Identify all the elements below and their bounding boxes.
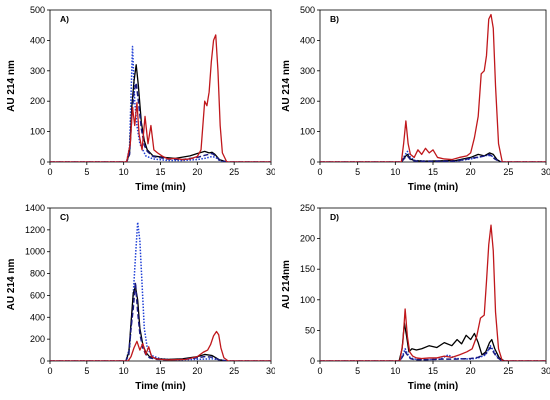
y-tick-label: 200 bbox=[300, 96, 315, 106]
series-group bbox=[50, 34, 271, 162]
x-tick-label: 10 bbox=[390, 167, 400, 177]
x-tick-label: 10 bbox=[119, 366, 129, 376]
x-tick-label: 15 bbox=[155, 366, 165, 376]
series-line-solid-3 bbox=[50, 34, 271, 162]
series-line-dotted-0 bbox=[50, 45, 271, 162]
series-line-solid-1 bbox=[320, 322, 546, 361]
x-tick-label: 20 bbox=[466, 167, 476, 177]
x-tick-label: 15 bbox=[428, 167, 438, 177]
panel-label: B) bbox=[330, 14, 339, 24]
y-tick-label: 100 bbox=[300, 295, 315, 305]
x-tick-label: 25 bbox=[229, 366, 239, 376]
plot-frame bbox=[49, 9, 272, 163]
y-tick-label: 400 bbox=[300, 35, 315, 45]
x-tick-label: 5 bbox=[355, 366, 360, 376]
x-tick-label: 5 bbox=[355, 167, 360, 177]
x-tick-label: 5 bbox=[84, 366, 89, 376]
x-tick-label: 20 bbox=[192, 167, 202, 177]
x-tick-label: 5 bbox=[84, 167, 89, 177]
panel-label: A) bbox=[60, 14, 69, 24]
x-tick-label: 30 bbox=[266, 366, 275, 376]
series-line-dashed-2 bbox=[320, 346, 546, 361]
y-axis-label: AU 214 nm bbox=[6, 60, 17, 112]
x-tick-label: 15 bbox=[155, 167, 165, 177]
y-tick-label: 800 bbox=[30, 269, 45, 279]
y-tick-label: 500 bbox=[300, 5, 315, 15]
y-tick-label: 300 bbox=[300, 66, 315, 76]
x-tick-label: 25 bbox=[503, 366, 513, 376]
x-tick-label: 25 bbox=[229, 167, 239, 177]
series-line-dotted-0 bbox=[50, 221, 271, 361]
y-tick-label: 200 bbox=[30, 96, 45, 106]
x-tick-label: 0 bbox=[317, 167, 322, 177]
y-tick-label: 600 bbox=[30, 290, 45, 300]
plot-frame bbox=[319, 207, 547, 362]
y-tick-label: 0 bbox=[310, 356, 315, 366]
x-tick-label: 10 bbox=[390, 366, 400, 376]
x-axis-label: Time (min) bbox=[408, 381, 458, 392]
y-tick-label: 150 bbox=[300, 264, 315, 274]
series-line-solid-3 bbox=[50, 330, 271, 361]
y-tick-label: 100 bbox=[300, 127, 315, 137]
plot-frame bbox=[319, 9, 547, 163]
x-tick-label: 20 bbox=[192, 366, 202, 376]
panel-label: D) bbox=[330, 212, 339, 222]
y-tick-label: 300 bbox=[30, 66, 45, 76]
y-tick-label: 400 bbox=[30, 35, 45, 45]
y-tick-label: 1000 bbox=[25, 247, 45, 257]
series-line-solid-1 bbox=[50, 64, 271, 162]
y-tick-label: 200 bbox=[300, 234, 315, 244]
x-tick-label: 30 bbox=[541, 167, 550, 177]
series-line-solid-3 bbox=[320, 224, 546, 361]
y-tick-label: 100 bbox=[30, 127, 45, 137]
y-tick-label: 200 bbox=[30, 334, 45, 344]
chart-svg: 0 5 10 15 20 25 30 0 200 400 600 800 1000 1200 1400 Tim… bbox=[6, 203, 275, 392]
x-tick-label: 10 bbox=[119, 167, 129, 177]
x-tick-label: 0 bbox=[47, 366, 52, 376]
chart-svg: 0 5 10 15 20 25 30 0 50 100 150 200 250 Time (min) AU … bbox=[281, 203, 550, 392]
plot-frame bbox=[49, 207, 272, 362]
series-group bbox=[320, 13, 546, 162]
y-tick-label: 1200 bbox=[25, 225, 45, 235]
y-axis-label: AU 214 nm bbox=[281, 60, 292, 112]
series-group bbox=[50, 221, 271, 361]
x-tick-label: 30 bbox=[541, 366, 550, 376]
y-tick-label: 50 bbox=[305, 325, 315, 335]
y-tick-label: 500 bbox=[30, 5, 45, 15]
x-axis-label: Time (min) bbox=[135, 182, 185, 193]
x-axis-label: Time (min) bbox=[135, 381, 185, 392]
x-tick-label: 25 bbox=[503, 167, 513, 177]
series-line-solid-1 bbox=[50, 286, 271, 361]
series-line-dashed-2 bbox=[50, 281, 271, 361]
series-line-dashed-2 bbox=[50, 82, 271, 162]
y-axis-label: AU 214 nm bbox=[6, 259, 17, 311]
series-line-dotted-0 bbox=[320, 344, 546, 361]
x-tick-label: 30 bbox=[266, 167, 275, 177]
series-line-solid-1 bbox=[320, 152, 546, 162]
series-line-solid-3 bbox=[320, 13, 546, 162]
series-line-dashed-2 bbox=[320, 153, 546, 162]
series-group bbox=[320, 224, 546, 361]
panel-label: C) bbox=[60, 212, 69, 222]
y-tick-label: 0 bbox=[40, 356, 45, 366]
x-tick-label: 20 bbox=[466, 366, 476, 376]
y-tick-label: 0 bbox=[40, 157, 45, 167]
y-tick-label: 250 bbox=[300, 203, 315, 213]
x-axis-label: Time (min) bbox=[408, 182, 458, 193]
y-tick-label: 400 bbox=[30, 312, 45, 322]
x-tick-label: 0 bbox=[47, 167, 52, 177]
x-tick-label: 0 bbox=[317, 366, 322, 376]
y-axis-label: AU 214nm bbox=[281, 260, 292, 309]
x-tick-label: 15 bbox=[428, 366, 438, 376]
y-tick-label: 0 bbox=[310, 157, 315, 167]
y-tick-label: 1400 bbox=[25, 203, 45, 213]
